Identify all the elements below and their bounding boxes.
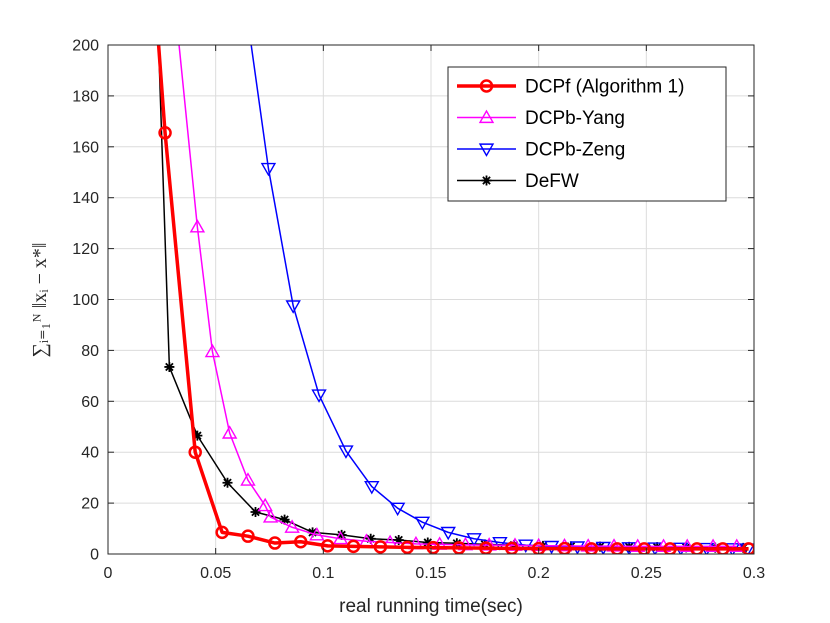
data-point <box>690 542 704 554</box>
data-point <box>257 497 273 512</box>
data-point <box>466 533 482 547</box>
legend-marker <box>478 143 495 157</box>
data-point <box>637 542 651 554</box>
data-point <box>284 519 300 533</box>
data-point <box>741 542 754 554</box>
data-point <box>338 445 354 459</box>
ticks: 0 0.05 0.1 0.15 0.2 0.25 0.3 0 20 40 60 80 100 120 140… <box>72 38 765 583</box>
y-tick-label: 60 <box>81 394 99 411</box>
data-point <box>285 300 301 314</box>
data-point <box>164 361 175 372</box>
data-point <box>262 509 279 523</box>
data-point <box>426 540 440 554</box>
data-point <box>192 430 203 441</box>
y-tick-label: 140 <box>72 190 99 207</box>
data-point <box>705 538 721 552</box>
y-tick-label: 180 <box>72 88 99 105</box>
legend-label: DeFW <box>525 171 579 192</box>
x-tick-label: 0 <box>104 565 113 582</box>
data-point <box>507 537 523 551</box>
legend-marker <box>478 109 495 124</box>
data-point <box>260 162 277 177</box>
legend-marker <box>481 175 492 186</box>
y-tick-label: 80 <box>81 343 99 360</box>
data-point <box>309 527 325 541</box>
x-tick-label: 0.25 <box>631 565 662 582</box>
data-point <box>652 542 663 553</box>
data-point <box>240 472 256 486</box>
y-axis-label: ∑ᵢ₌₁ᴺ ‖xᵢ − x*‖ <box>29 242 51 357</box>
legend-marker <box>479 79 494 93</box>
legend-label: DCPb-Yang <box>525 108 625 129</box>
data-point <box>221 425 238 439</box>
x-tick-label: 0.3 <box>743 565 765 582</box>
legend-label: DCPb-Zeng <box>525 140 625 161</box>
data-point <box>610 542 625 554</box>
data-point <box>307 527 318 538</box>
data-point <box>364 480 380 495</box>
data-point <box>414 516 431 531</box>
legend: DCPf (Algorithm 1) DCPb-Yang DCPb-Zeng DeFW <box>447 66 727 202</box>
data-point <box>346 539 361 554</box>
data-point <box>320 539 335 553</box>
data-point <box>422 537 433 548</box>
data-point <box>452 541 466 554</box>
data-point <box>716 542 730 554</box>
data-point <box>373 540 388 554</box>
data-point <box>557 541 572 554</box>
data-point <box>580 538 596 552</box>
y-tick-label: 200 <box>72 38 99 55</box>
data-point <box>481 537 497 551</box>
y-tick-label: 100 <box>72 292 99 309</box>
x-tick-label: 0.2 <box>528 565 550 582</box>
data-point <box>268 536 282 550</box>
data-point <box>531 541 546 554</box>
y-tick-label: 20 <box>81 496 99 513</box>
x-tick-label: 0.1 <box>312 565 334 582</box>
legend-label: DCPf (Algorithm 1) <box>525 77 684 98</box>
y-tick-label: 120 <box>72 241 99 258</box>
data-point <box>584 542 599 554</box>
x-axis-label: real running time(sec) <box>339 596 523 617</box>
x-tick-label: 0.15 <box>415 565 446 582</box>
data-point <box>250 507 261 518</box>
data-point <box>189 219 206 233</box>
y-tick-label: 160 <box>72 139 99 156</box>
data-point <box>241 529 255 543</box>
data-point <box>729 538 745 552</box>
series-dcpf-algorithm-1 <box>156 45 754 554</box>
data-point <box>215 525 229 540</box>
data-point <box>204 343 221 358</box>
data-point <box>393 535 404 546</box>
data-point <box>389 502 406 517</box>
data-point <box>293 535 308 549</box>
data-point <box>311 389 327 403</box>
data-point <box>188 445 202 459</box>
data-point <box>606 538 622 552</box>
data-point <box>332 530 349 545</box>
data-point <box>158 126 172 140</box>
y-tick-label: 0 <box>90 547 99 564</box>
y-tick-label: 40 <box>81 445 99 462</box>
data-point <box>222 477 233 488</box>
data-point <box>492 536 508 551</box>
data-point <box>440 526 456 541</box>
data-point <box>365 533 376 544</box>
data-point <box>400 540 415 554</box>
data-point <box>663 542 677 554</box>
data-point <box>679 538 695 552</box>
series-layer <box>156 45 754 554</box>
x-tick-label: 0.05 <box>200 565 231 582</box>
legend-box <box>447 66 727 202</box>
data-point <box>279 514 290 525</box>
